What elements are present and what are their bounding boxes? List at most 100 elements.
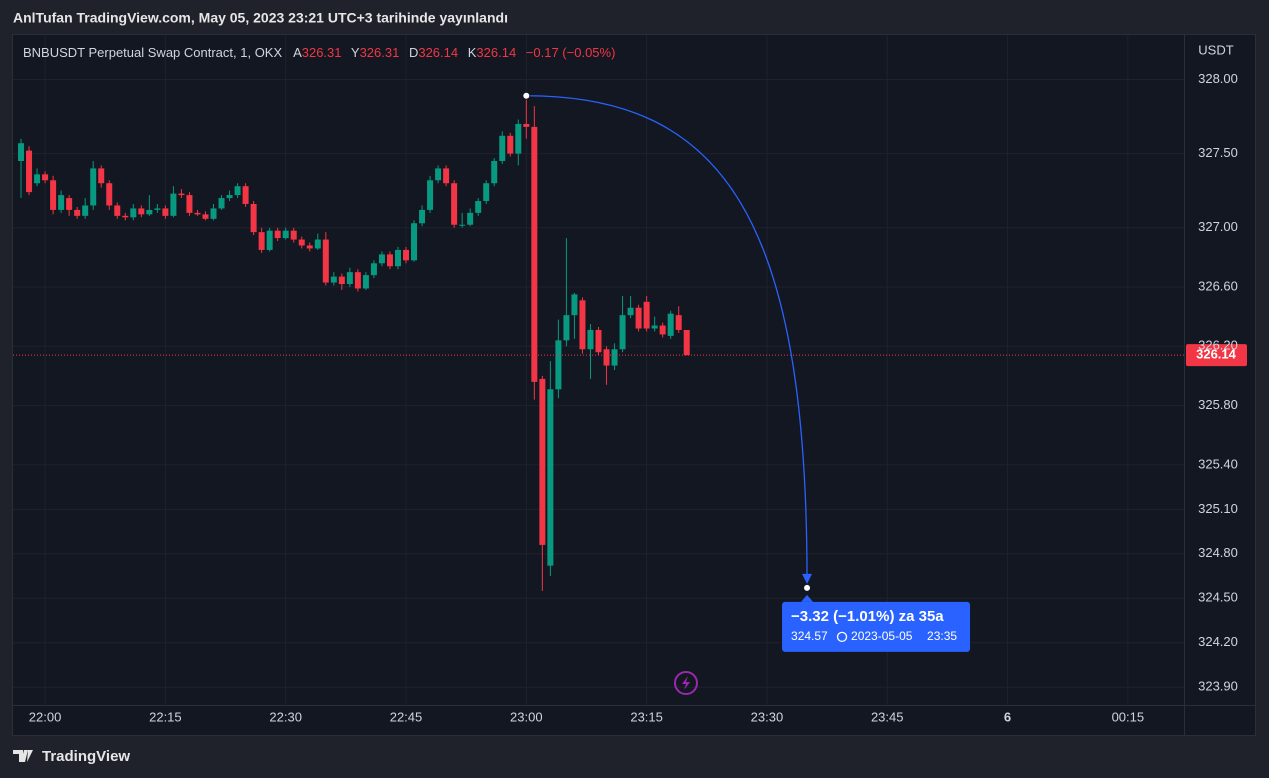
candle-body [170,193,177,216]
candle-body [58,195,65,210]
candle-body [370,263,377,276]
chart-panel [12,34,1256,736]
candle-body [579,300,586,350]
candle-body [250,203,257,233]
candle-body [34,174,41,184]
y-tick-label: 326.20 [1198,338,1238,353]
ohlc-label: D [409,45,418,60]
candle-body [595,329,602,353]
y-tick-label: 324.50 [1198,590,1238,605]
candle-body [322,239,329,283]
candle-body [314,239,321,249]
y-tick-label: 326.60 [1198,278,1238,293]
candle-body [298,239,305,246]
y-tick-label: 325.10 [1198,501,1238,516]
legend-text: BNBUSDT Perpetual Swap Contract, 1, OKX … [23,45,615,60]
candle-body [491,160,498,184]
candle-body [555,340,562,390]
label-box [782,601,971,652]
candle-body [627,307,634,316]
candle-body [258,232,265,250]
candle-body [378,254,385,264]
candle-body [330,276,337,283]
alert-icon[interactable] [674,671,698,695]
candle-body [475,201,482,213]
candle-body [66,198,73,210]
label-text: −3.32 (−1.01%) za 35a [791,608,944,625]
candle-body [354,272,361,289]
ohlc-label: A [293,45,302,60]
end-point [803,583,812,592]
symbol: BNBUSDT Perpetual Swap Contract, 1, OKX [23,45,282,60]
candle-body [338,276,345,285]
x-tick-label: 6 [1004,709,1011,724]
candle-body [659,325,666,335]
candle-body [122,215,129,218]
y-tick-label: 323.90 [1198,679,1238,694]
x-tick-label: 22:30 [269,709,302,724]
candle-body [82,205,89,216]
price-label-box [1186,344,1247,367]
label-pointer [801,594,814,602]
candle-body [266,230,273,250]
candle-body [106,183,113,206]
candle-body [306,245,313,249]
candle-body [515,123,522,154]
candle-body [178,193,185,196]
candle-body [523,123,530,127]
y-tick-label: 328.00 [1198,71,1238,86]
candle-body [18,143,25,161]
ohlc-value: 326.14 [476,45,516,60]
x-tick-label: 23:15 [630,709,663,724]
candle-body [563,315,570,341]
candle-body [346,272,353,285]
candle-body [194,212,201,215]
candle-body [435,168,442,181]
price-label: 326.14 [1196,347,1237,362]
candle-body [218,198,225,209]
candle-body [547,389,554,566]
alert-bolt [682,676,690,690]
clock-icon [836,631,848,643]
candle-body [643,301,650,329]
candles [18,95,690,591]
candle-body [683,329,690,356]
grid [13,35,1184,705]
candle-body [274,230,281,239]
currency: USDT [1198,42,1233,57]
candle-body [411,223,418,261]
candle-body [507,135,514,154]
candle-body [667,313,674,336]
y-tick-label: 327.50 [1198,145,1238,160]
candle-body [603,349,610,366]
ohlc-label: Y [351,45,360,60]
x-tick-label: 22:15 [149,709,182,724]
candle-body [635,307,642,329]
x-tick-label: 00:15 [1112,709,1145,724]
candle-body [234,186,241,196]
candle-body [290,230,297,240]
candle-body [539,378,546,545]
page-title: AnlTufan TradingView.com, May 05, 2023 2… [13,10,508,26]
candle-body [531,126,538,382]
candle-body [651,325,658,329]
alert-circle [674,671,698,695]
candle-body [386,254,393,267]
ohlc-label: K [468,45,477,60]
candle-body [675,315,682,330]
y-tick-label: 324.80 [1198,545,1238,560]
y-tick-label: 325.80 [1198,397,1238,412]
candle-body [611,349,618,366]
candle-body [186,195,193,213]
candle-body [499,135,506,161]
candle-body [98,168,105,184]
candle-body [427,180,434,210]
x-tick-label: 22:00 [29,709,62,724]
candle-body [403,249,410,261]
label-price: 324.57 [791,629,828,643]
candle-body [162,208,169,216]
candle-body [419,209,426,224]
ohlc-value: 326.14 [418,45,458,60]
logo: TradingView [13,748,130,765]
start-point [522,91,531,100]
